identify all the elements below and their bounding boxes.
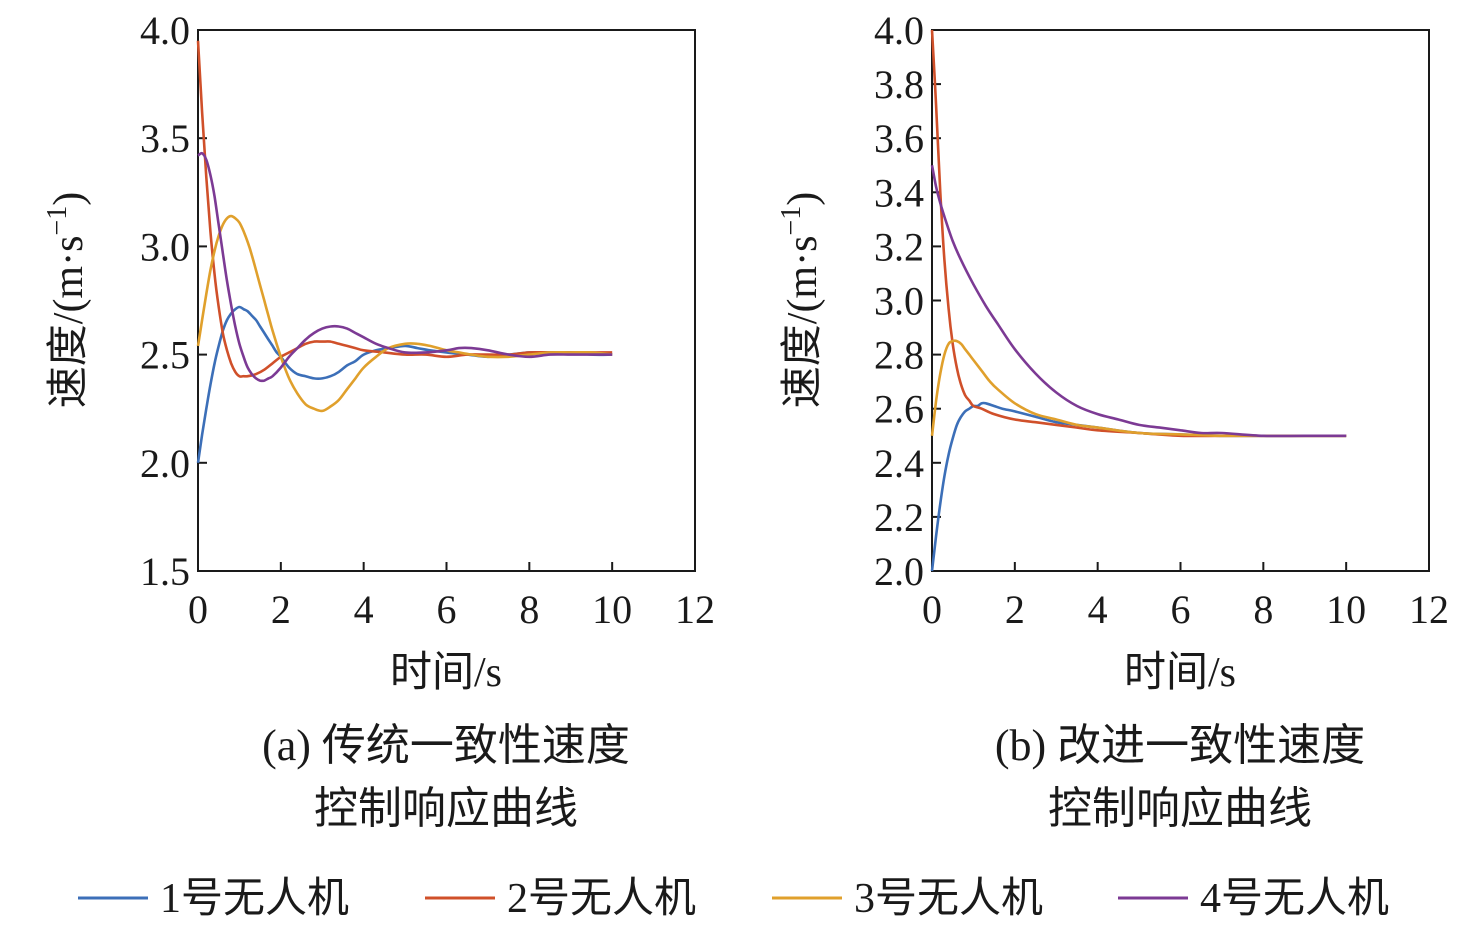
y-tick-label: 3.0 bbox=[874, 279, 924, 324]
x-tick-label: 0 bbox=[922, 587, 942, 632]
plot-area-a bbox=[197, 29, 696, 572]
y-tick-label: 2.6 bbox=[874, 387, 924, 432]
y-tick-label: 1.5 bbox=[140, 549, 190, 594]
caption-b-line1: (b) 改进一致性速度 bbox=[995, 721, 1365, 770]
x-tick-label: 2 bbox=[271, 587, 291, 632]
x-axis-ticks-b: 0 2 4 6 8 10 12 bbox=[922, 562, 1449, 632]
series-line-4 bbox=[930, 165, 1347, 438]
chart-improved-consensus: 2.0 2.2 2.4 2.6 2.8 3.0 3.2 3.4 3.6 3.8 4.0 0 2 4 6 8 1… bbox=[776, 8, 1449, 833]
series-line-2 bbox=[930, 29, 1347, 438]
legend-item-1: 1号无人机 bbox=[78, 876, 349, 922]
y-axis-title-a-main: 速度/(m·s bbox=[46, 236, 92, 409]
x-tick-label: 4 bbox=[354, 587, 374, 632]
y-axis-title-b: 速度/(m·s−1) bbox=[776, 192, 826, 408]
y-tick-label: 2.2 bbox=[874, 495, 924, 540]
x-axis-title-a: 时间/s bbox=[390, 650, 502, 696]
x-tick-label: 0 bbox=[188, 587, 208, 632]
x-tick-label: 8 bbox=[519, 587, 539, 632]
y-tick-label: 3.0 bbox=[140, 224, 190, 269]
y-axis-title-a-sup: −1 bbox=[42, 206, 73, 236]
x-axis-ticks-a: 0 2 4 6 8 10 12 bbox=[188, 562, 715, 632]
x-tick-label: 10 bbox=[1326, 587, 1366, 632]
y-tick-label: 3.5 bbox=[140, 116, 190, 161]
x-tick-label: 12 bbox=[1409, 587, 1449, 632]
legend-label-4: 4号无人机 bbox=[1200, 876, 1389, 922]
legend-item-3: 3号无人机 bbox=[772, 876, 1043, 922]
x-tick-label: 8 bbox=[1253, 587, 1273, 632]
series-line-3 bbox=[196, 214, 613, 413]
y-tick-label: 2.8 bbox=[874, 333, 924, 378]
y-axis-title-b-main: 速度/(m·s bbox=[780, 236, 826, 409]
legend-label-1: 1号无人机 bbox=[160, 876, 349, 922]
series-line-2 bbox=[196, 40, 613, 378]
y-tick-label: 3.6 bbox=[874, 116, 924, 161]
legend: 1号无人机 2号无人机 3号无人机 4号无人机 bbox=[78, 876, 1389, 922]
x-axis-title-b: 时间/s bbox=[1124, 650, 1236, 696]
y-axis-ticks-b: 2.0 2.2 2.4 2.6 2.8 3.0 3.2 3.4 3.6 3.8 4.0 bbox=[874, 8, 941, 594]
y-axis-title-a-close: ) bbox=[46, 192, 92, 206]
x-tick-label: 6 bbox=[437, 587, 457, 632]
x-tick-label: 4 bbox=[1088, 587, 1108, 632]
caption-a-line2: 控制响应曲线 bbox=[314, 784, 578, 833]
legend-item-2: 2号无人机 bbox=[425, 876, 696, 922]
x-tick-label: 2 bbox=[1005, 587, 1025, 632]
series-line-1 bbox=[196, 305, 613, 463]
y-axis-ticks-a: 1.5 2.0 2.5 3.0 3.5 4.0 bbox=[140, 8, 207, 594]
y-tick-label: 2.5 bbox=[140, 333, 190, 378]
y-tick-label: 3.4 bbox=[874, 170, 924, 215]
y-tick-label: 2.0 bbox=[874, 549, 924, 594]
x-tick-label: 6 bbox=[1171, 587, 1191, 632]
y-tick-label: 2.4 bbox=[874, 441, 924, 486]
chart-traditional-consensus: 1.5 2.0 2.5 3.0 3.5 4.0 0 2 4 6 8 10 12 时间/s 速度/(m·… bbox=[42, 8, 715, 833]
plot-area-b bbox=[931, 29, 1430, 572]
series-lines-b bbox=[930, 29, 1347, 572]
y-tick-label: 2.0 bbox=[140, 441, 190, 486]
series-line-3 bbox=[930, 339, 1347, 438]
x-tick-label: 12 bbox=[675, 587, 715, 632]
y-tick-label: 3.8 bbox=[874, 62, 924, 107]
legend-label-3: 3号无人机 bbox=[854, 876, 1043, 922]
series-lines-a bbox=[196, 40, 613, 463]
legend-item-4: 4号无人机 bbox=[1118, 876, 1389, 922]
y-axis-title-a: 速度/(m·s−1) bbox=[42, 192, 92, 408]
y-tick-label: 3.2 bbox=[874, 224, 924, 269]
y-tick-label: 4.0 bbox=[140, 8, 190, 53]
x-tick-label: 10 bbox=[592, 587, 632, 632]
caption-b-line2: 控制响应曲线 bbox=[1048, 784, 1312, 833]
series-line-4 bbox=[197, 151, 613, 383]
y-axis-title-b-close: ) bbox=[780, 192, 826, 206]
y-axis-title-b-sup: −1 bbox=[776, 206, 807, 236]
legend-label-2: 2号无人机 bbox=[507, 876, 696, 922]
y-tick-label: 4.0 bbox=[874, 8, 924, 53]
caption-a-line1: (a) 传统一致性速度 bbox=[262, 721, 630, 770]
series-line-1 bbox=[930, 401, 1347, 572]
